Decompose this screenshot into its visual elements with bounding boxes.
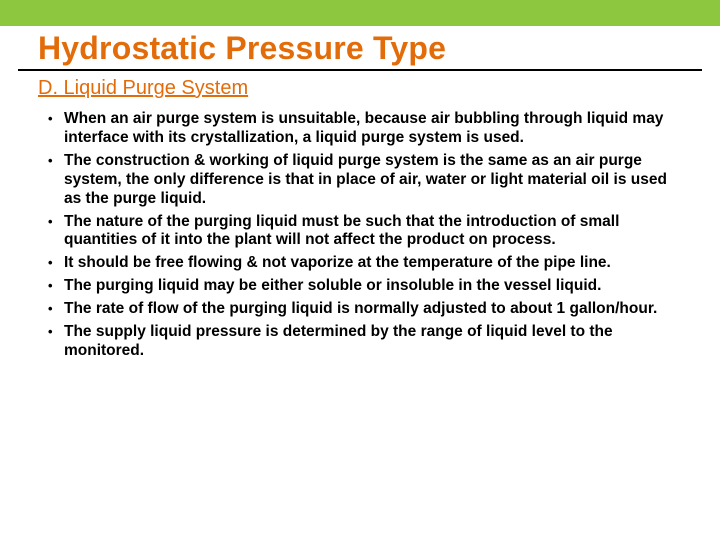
list-item: The nature of the purging liquid must be… [48, 213, 680, 251]
slide-subtitle: D. Liquid Purge System [0, 71, 720, 110]
list-item: When an air purge system is unsuitable, … [48, 110, 680, 148]
list-item: It should be free flowing & not vaporize… [48, 254, 680, 273]
list-item: The rate of flow of the purging liquid i… [48, 300, 680, 319]
top-accent-bar [0, 0, 720, 26]
slide: Hydrostatic Pressure Type D. Liquid Purg… [0, 0, 720, 540]
list-item: The purging liquid may be either soluble… [48, 277, 680, 296]
bullet-list: When an air purge system is unsuitable, … [0, 110, 720, 361]
list-item: The supply liquid pressure is determined… [48, 323, 680, 361]
slide-title: Hydrostatic Pressure Type [18, 26, 702, 71]
list-item: The construction & working of liquid pur… [48, 152, 680, 209]
